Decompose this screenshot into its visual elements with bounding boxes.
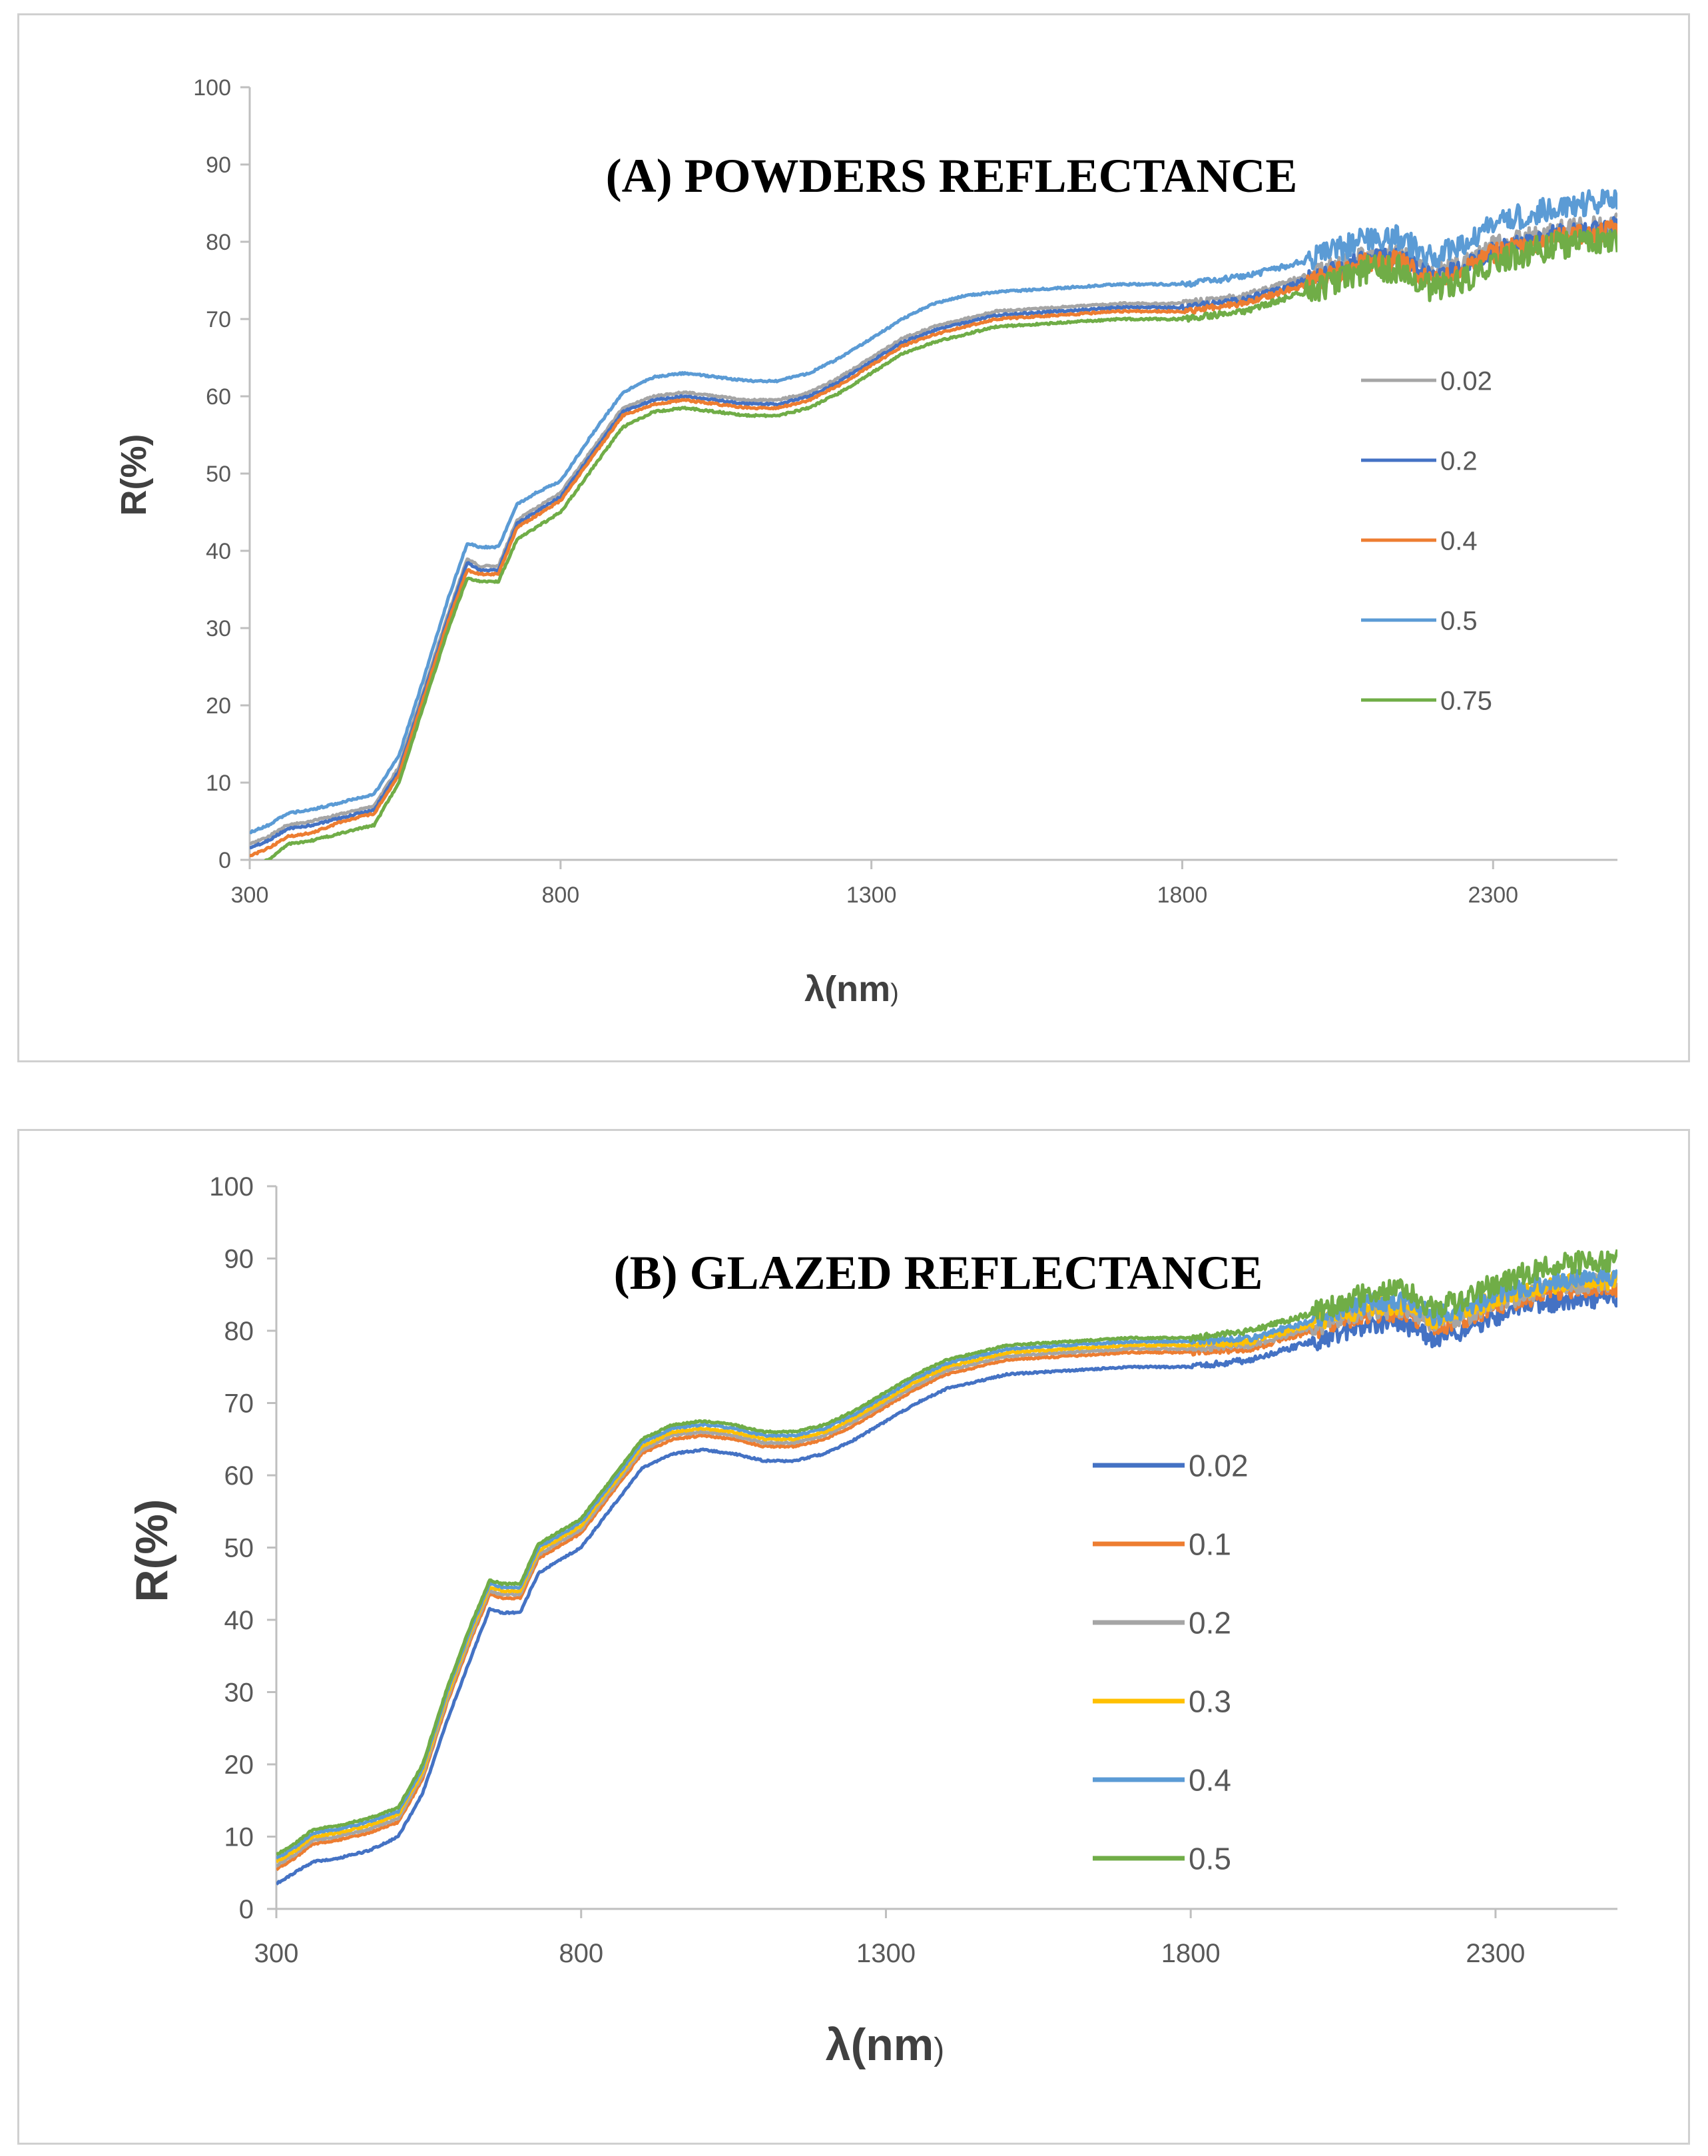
glazed-y-tick-label: 40	[224, 1606, 254, 1635]
powders-y-tick-label: 70	[206, 307, 231, 332]
glazed-reflectance-chart: 0 10 20 30 40 50 60 70 80 90 100 300 800 1300 1800 2300…	[127, 1172, 1617, 2070]
powders-legend-label-0.2: 0.2	[1440, 446, 1478, 476]
glazed-series-line-0.4	[276, 1265, 1617, 1860]
powders-legend-label-0.75: 0.75	[1440, 686, 1492, 715]
glazed-series-line-0.5	[276, 1249, 1617, 1856]
powders-legend-label-0.02: 0.02	[1440, 366, 1492, 396]
powders-chart-title: (A) POWDERS REFLECTANCE	[606, 149, 1298, 202]
glazed-series-group	[276, 1249, 1617, 1886]
powders-legend-label-0.4: 0.4	[1440, 526, 1478, 555]
powders-y-tick-label: 40	[206, 539, 231, 564]
powders-legend: 0.02 0.2 0.4 0.5 0.75	[1361, 366, 1492, 715]
powders-x-tick-label: 1800	[1157, 883, 1208, 908]
powders-y-tick-label: 50	[206, 462, 231, 487]
glazed-legend-label-0.4: 0.4	[1189, 1763, 1231, 1798]
glazed-series-line-0.1	[276, 1277, 1617, 1872]
glazed-legend-label-0.1: 0.1	[1189, 1527, 1231, 1562]
glazed-y-tick-label: 0	[239, 1895, 254, 1924]
glazed-x-tick-label: 300	[254, 1939, 299, 1968]
powders-series-line-0.4	[250, 219, 1617, 857]
powders-y-tick-label: 80	[206, 230, 231, 255]
glazed-legend-label-0.2: 0.2	[1189, 1606, 1231, 1640]
glazed-x-axis-title: λ(nm)	[826, 2019, 944, 2070]
glazed-y-tick-label: 20	[224, 1750, 254, 1780]
glazed-x-tick-label: 1800	[1161, 1939, 1221, 1968]
glazed-legend-label-0.02: 0.02	[1189, 1449, 1249, 1483]
powders-series-line-0.02	[250, 212, 1617, 846]
powders-series-line-0.2	[250, 216, 1617, 850]
powders-legend-label-0.5: 0.5	[1440, 606, 1478, 635]
glazed-y-tick-label: 80	[224, 1317, 254, 1346]
powders-y-tick-label: 0	[218, 848, 231, 873]
powders-y-tick-label: 100	[193, 75, 231, 101]
chart-panel-glazed: 0 10 20 30 40 50 60 70 80 90 100 300 800 1300 1800 2300…	[17, 1129, 1690, 2145]
glazed-y-tick-label: 60	[224, 1461, 254, 1491]
powders-y-axis-title: R(%)	[114, 434, 154, 516]
glazed-legend-label-0.3: 0.3	[1189, 1684, 1231, 1719]
powders-x-tick-label: 300	[231, 883, 269, 908]
powders-x-tick-label: 800	[541, 883, 579, 908]
powders-x-axis-title: λ(nm)	[804, 969, 899, 1009]
chart-panel-powders: 0 10 20 30 40 50 60 70 80 90 100 300 800 1300 1800 2300…	[17, 13, 1690, 1062]
glazed-x-tick-label: 2300	[1466, 1939, 1525, 1968]
glazed-legend-label-0.5: 0.5	[1189, 1842, 1231, 1876]
powders-series-group	[250, 188, 1617, 860]
glazed-y-tick-label: 10	[224, 1823, 254, 1852]
powders-y-tick-label: 60	[206, 384, 231, 410]
powders-y-tick-label: 20	[206, 693, 231, 719]
glazed-y-tick-label: 30	[224, 1678, 254, 1708]
glazed-x-tick-label: 800	[559, 1939, 603, 1968]
glazed-y-tick-label: 70	[224, 1389, 254, 1419]
glazed-y-tick-label: 90	[224, 1245, 254, 1274]
glazed-chart-title: (B) GLAZED REFLECTANCE	[614, 1246, 1263, 1299]
glazed-legend: 0.02 0.1 0.2 0.3 0.4 0.5	[1093, 1449, 1249, 1876]
powders-reflectance-chart: 0 10 20 30 40 50 60 70 80 90 100 300 800 1300 1800 2300…	[114, 75, 1617, 1009]
glazed-y-axis-title: R(%)	[127, 1499, 177, 1603]
glazed-x-tick-label: 1300	[856, 1939, 916, 1968]
powders-series-line-0.5	[250, 188, 1617, 835]
glazed-series-line-0.02	[276, 1286, 1617, 1886]
powders-y-tick-label: 10	[206, 771, 231, 796]
powders-x-tick-label: 1300	[846, 883, 897, 908]
powders-y-tick-label: 90	[206, 153, 231, 178]
powders-x-tick-label: 2300	[1468, 883, 1518, 908]
powders-series-line-0.75	[264, 227, 1617, 860]
glazed-y-tick-label: 50	[224, 1534, 254, 1563]
glazed-y-tick-label: 100	[209, 1172, 254, 1202]
powders-y-tick-label: 30	[206, 616, 231, 641]
